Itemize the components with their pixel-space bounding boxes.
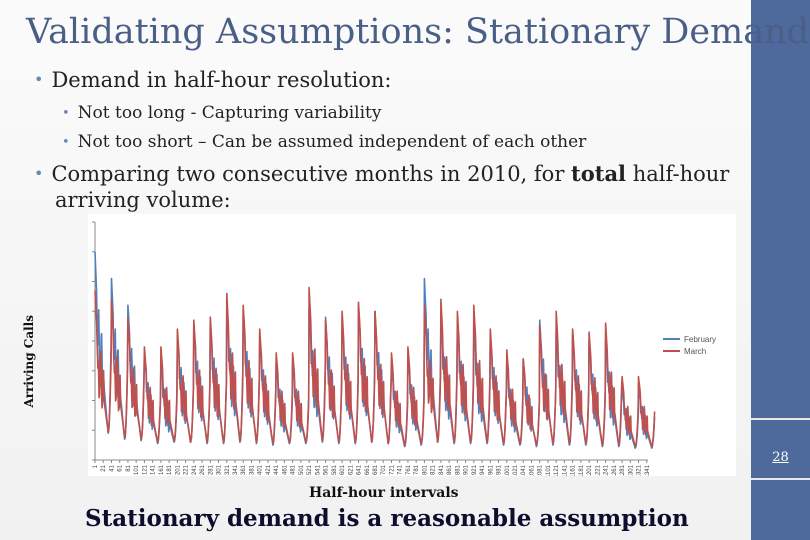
series-line-march: [94, 286, 656, 448]
bullet-dot-icon: •: [62, 106, 70, 121]
side-bar-rule-top: [751, 418, 810, 420]
x-tick-label: 841: [439, 464, 445, 475]
x-tick-label: 1101: [546, 464, 552, 476]
x-tick-label: 701: [381, 464, 387, 475]
x-tick-label: 921: [472, 464, 478, 475]
subbullet-not-too-short: • Not too short – Can be assumed independ…: [62, 132, 586, 152]
legend-label-february: February: [684, 335, 716, 344]
subbullet-not-too-long: • Not too long - Capturing variability: [62, 103, 381, 123]
x-tick-label: 901: [464, 464, 470, 475]
x-tick-label: 581: [332, 464, 338, 475]
x-tick-label: 1181: [579, 464, 585, 476]
x-tick-label: 1341: [645, 464, 651, 476]
x-tick-label: 441: [274, 464, 280, 475]
side-accent-bar: [751, 0, 810, 540]
x-tick-label: 1061: [529, 464, 535, 476]
x-tick-label: 301: [217, 464, 223, 475]
x-tick-label: 1: [93, 464, 99, 468]
x-tick-label: 801: [422, 464, 428, 475]
x-tick-label: 541: [315, 464, 321, 475]
bullet-text-post: half-hour: [626, 162, 730, 186]
x-tick-label: 1161: [571, 464, 577, 476]
x-tick-label: 621: [348, 464, 354, 475]
x-tick-label: 761: [406, 464, 412, 475]
bullet-text: Demand in half-hour resolution:: [51, 68, 392, 92]
x-tick-label: 1001: [505, 464, 511, 476]
x-tick-label: 1141: [562, 464, 568, 476]
x-tick-label: 61: [118, 464, 124, 471]
x-tick-label: 741: [398, 464, 404, 475]
call-volume-line-chart: 0100200300400500600700800121416181101121…: [75, 220, 716, 478]
subbullet-text: Not too short – Can be assumed independe…: [77, 132, 587, 152]
x-tick-label: 121: [142, 464, 148, 475]
x-tick-label: 41: [109, 464, 115, 471]
x-tick-label: 361: [241, 464, 247, 475]
x-tick-label: 221: [184, 464, 190, 475]
x-tick-label: 781: [414, 464, 420, 475]
x-tick-label: 1201: [587, 464, 593, 476]
page-number[interactable]: 28: [772, 450, 789, 465]
y-axis-label: Arriving Calls: [22, 315, 36, 408]
x-tick-label: 981: [497, 464, 503, 475]
x-tick-label: 1041: [521, 464, 527, 476]
x-tick-label: 721: [389, 464, 395, 475]
subbullet-text: Not too long - Capturing variability: [77, 103, 382, 123]
x-tick-label: 501: [299, 464, 305, 475]
chart-area: 0100200300400500600700800121416181101121…: [75, 214, 736, 478]
x-tick-label: 241: [192, 464, 198, 475]
x-tick-label: 481: [291, 464, 297, 475]
conclusion-text: Stationary demand is a reasonable assump…: [85, 505, 689, 532]
x-tick-label: 521: [307, 464, 313, 475]
slide-title: Validating Assumptions: Stationary Deman…: [26, 12, 810, 52]
x-tick-label: 1281: [620, 464, 626, 476]
x-tick-label: 821: [431, 464, 437, 475]
x-tick-label: 641: [357, 464, 363, 475]
x-tick-label: 381: [249, 464, 255, 475]
x-tick-label: 181: [167, 464, 173, 475]
x-tick-label: 341: [233, 464, 239, 475]
x-tick-label: 461: [282, 464, 288, 475]
x-tick-label: 861: [447, 464, 453, 475]
x-tick-label: 1081: [538, 464, 544, 476]
x-tick-label: 161: [159, 464, 165, 475]
bullet-text-pre: Comparing two consecutive months in 2010…: [51, 162, 572, 186]
bullet-dot-icon: •: [34, 164, 44, 183]
x-tick-label: 1221: [595, 464, 601, 476]
x-tick-label: 961: [488, 464, 494, 475]
x-tick-label: 1021: [513, 464, 519, 476]
x-tick-label: 141: [151, 464, 157, 475]
side-bar-rule-bottom: [751, 478, 810, 480]
x-tick-label: 261: [200, 464, 206, 475]
x-tick-label: 601: [340, 464, 346, 475]
x-tick-label: 21: [101, 464, 107, 471]
x-tick-label: 881: [455, 464, 461, 475]
bullet-demand-resolution: • Demand in half-hour resolution:: [34, 68, 392, 92]
x-tick-label: 81: [126, 464, 132, 471]
x-axis-label: Half-hour intervals: [309, 485, 459, 501]
x-tick-label: 201: [175, 464, 181, 475]
x-tick-label: 101: [134, 464, 140, 475]
bullet-comparing-months: • Comparing two consecutive months in 201…: [34, 161, 729, 186]
x-tick-label: 1321: [637, 464, 643, 476]
bullet-comparing-line2: arriving volume:: [55, 188, 231, 212]
x-tick-label: 281: [208, 464, 214, 475]
x-tick-label: 1121: [554, 464, 560, 476]
x-tick-label: 681: [373, 464, 379, 475]
bullet-dot-icon: •: [34, 70, 44, 89]
x-tick-label: 321: [225, 464, 231, 475]
x-tick-label: 1241: [604, 464, 610, 476]
x-tick-label: 1301: [628, 464, 634, 476]
x-tick-label: 1261: [612, 464, 618, 476]
x-tick-label: 941: [480, 464, 486, 475]
legend-label-march: March: [684, 347, 706, 356]
x-tick-label: 661: [365, 464, 371, 475]
bullet-text-bold: total: [571, 161, 627, 186]
x-tick-label: 561: [324, 464, 330, 475]
x-tick-label: 401: [258, 464, 264, 475]
bullet-dot-icon: •: [62, 135, 70, 150]
x-tick-label: 421: [266, 464, 272, 475]
